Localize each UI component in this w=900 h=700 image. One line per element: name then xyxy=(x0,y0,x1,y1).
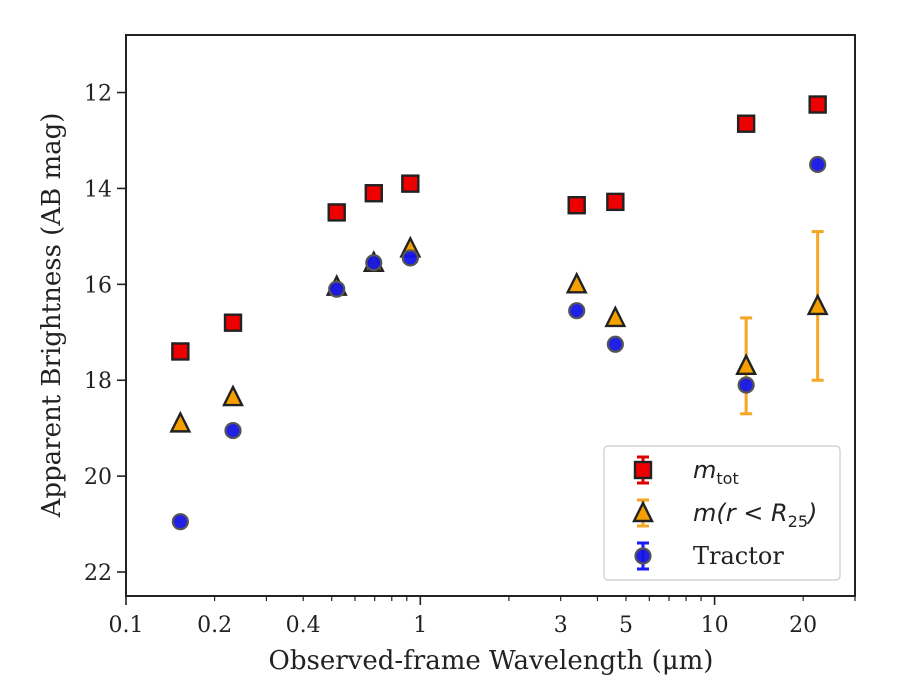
y-axis-label: Apparent Brightness (AB mag) xyxy=(37,113,67,519)
legend-marker-circle xyxy=(634,547,652,565)
y-axis: 12 14 16 18 20 22 xyxy=(84,82,126,586)
data-point-square xyxy=(606,192,625,212)
y-tick-label: 16 xyxy=(84,273,112,298)
data-point-square xyxy=(364,184,383,203)
data-point-circle xyxy=(568,302,586,320)
series-square xyxy=(171,95,827,361)
y-tick-label: 22 xyxy=(84,561,112,586)
data-point-square xyxy=(327,203,346,222)
data-point-square xyxy=(223,313,243,332)
y-tick-label: 14 xyxy=(84,177,112,202)
data-point-circle xyxy=(809,155,827,174)
series-circle xyxy=(171,155,827,531)
plot-area xyxy=(125,34,856,597)
x-axis-label: Observed-frame Wavelength (μm) xyxy=(269,646,714,676)
legend-label: Tractor xyxy=(693,542,784,570)
x-tick-label: 5 xyxy=(619,613,633,638)
x-axis: 0.1 0.2 0.4 1 3 5 10 20 xyxy=(109,596,856,638)
data-point-square xyxy=(401,174,420,193)
y-tick-label: 12 xyxy=(84,82,112,107)
legend-label: m(r < R25) xyxy=(693,499,817,531)
y-tick-label: 20 xyxy=(84,465,112,490)
data-point-triangle xyxy=(565,271,588,294)
data-point-circle xyxy=(365,254,383,272)
plot-frame xyxy=(125,34,856,597)
legend-marker-triangle xyxy=(632,500,654,523)
data-point-triangle xyxy=(806,293,829,316)
x-tick-label: 0.2 xyxy=(197,613,232,638)
data-point-circle xyxy=(737,376,755,394)
data-point-circle xyxy=(171,513,189,531)
x-tick-label: 0.1 xyxy=(109,613,144,638)
legend-label: mtot xyxy=(693,456,739,488)
data-point-square xyxy=(567,196,586,215)
data-point-circle xyxy=(606,335,624,353)
x-tick-label: 20 xyxy=(789,613,817,638)
data-point-circle xyxy=(401,249,419,267)
legend: mtot m(r < R25) Tractor xyxy=(603,445,841,581)
data-markers xyxy=(169,95,829,531)
x-tick-label: 3 xyxy=(554,613,568,638)
data-point-triangle xyxy=(222,384,244,407)
data-point-triangle xyxy=(735,353,758,376)
data-point-square xyxy=(171,342,190,361)
data-point-circle xyxy=(224,421,242,440)
series-triangle xyxy=(169,230,829,433)
data-point-circle xyxy=(328,280,346,298)
data-point-square xyxy=(808,95,827,114)
data-point-triangle xyxy=(604,305,627,328)
legend-box xyxy=(603,445,841,581)
data-point-triangle xyxy=(169,410,192,433)
x-tick-label: 10 xyxy=(701,613,729,638)
legend-marker-square xyxy=(633,460,653,480)
y-tick-label: 18 xyxy=(84,369,112,394)
x-tick-label: 1 xyxy=(413,613,427,638)
data-point-square xyxy=(736,114,756,133)
x-tick-label: 0.4 xyxy=(286,613,321,638)
